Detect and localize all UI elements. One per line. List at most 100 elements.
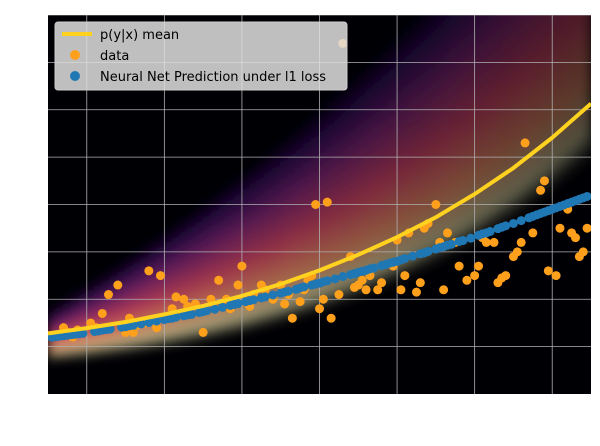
data-point — [489, 237, 499, 247]
data-point — [470, 271, 480, 281]
data-point — [326, 313, 336, 323]
density-slice — [428, 15, 437, 269]
data-point — [361, 285, 371, 295]
density-slice — [218, 182, 228, 338]
data-point — [439, 285, 449, 295]
nn-prediction-point — [400, 254, 410, 264]
nn-prediction-point — [485, 227, 495, 237]
nn-prediction-point — [338, 272, 348, 282]
density-slice — [559, 15, 569, 186]
density-slice — [358, 58, 368, 299]
data-point — [481, 237, 491, 247]
density-slice — [397, 19, 406, 283]
nn-prediction-point — [128, 320, 138, 330]
nn-prediction-point — [322, 276, 332, 286]
data-point — [454, 261, 464, 271]
legend-nn-label: Neural Net Prediction under l1 loss — [100, 70, 326, 85]
density-slice — [536, 15, 546, 203]
density-slice — [521, 15, 530, 215]
density-slice — [187, 207, 197, 344]
data-point — [415, 278, 425, 288]
density-slice — [117, 259, 127, 354]
density-slice — [172, 219, 181, 346]
density-slice — [234, 170, 243, 335]
data-point — [144, 266, 154, 276]
density-slice — [544, 15, 554, 198]
data-point — [113, 280, 123, 290]
legend-data-swatch — [70, 50, 80, 60]
data-point — [381, 0, 390, 5]
data-point — [198, 327, 208, 337]
density-slice — [280, 130, 290, 324]
data-point — [512, 247, 522, 257]
data-point — [334, 290, 344, 300]
nn-prediction-point — [458, 236, 468, 246]
data-point — [570, 233, 580, 243]
density-slice — [335, 80, 344, 307]
density-slice — [583, 15, 591, 166]
data-point — [582, 223, 591, 233]
data-point — [411, 287, 421, 297]
nn-prediction-point — [210, 304, 220, 314]
nn-prediction-point — [218, 302, 228, 312]
density-slice — [567, 15, 577, 179]
data-point — [431, 200, 441, 209]
nn-prediction-point — [144, 317, 154, 327]
density-slice — [133, 248, 143, 352]
density-slice — [249, 157, 259, 331]
density-slice — [265, 143, 274, 328]
data-point — [474, 261, 484, 271]
nn-prediction-points — [48, 191, 591, 342]
data-point — [97, 308, 107, 318]
density-slice — [420, 15, 430, 273]
density-slice — [110, 265, 119, 354]
nn-prediction-point — [202, 306, 212, 316]
data-point — [237, 261, 247, 271]
data-point — [396, 285, 406, 295]
data-point — [214, 275, 224, 285]
density-slice — [296, 116, 305, 319]
data-point — [539, 176, 549, 186]
data-point — [322, 197, 332, 207]
density-slice — [350, 65, 360, 302]
density-slice — [195, 201, 205, 343]
data-point — [400, 271, 410, 281]
legend-nn-swatch — [70, 71, 80, 81]
data-point — [315, 304, 324, 314]
density-slice — [389, 27, 399, 287]
density-slice — [179, 213, 189, 345]
nn-prediction-point — [283, 286, 293, 296]
density-slice — [482, 15, 492, 240]
legend-mean-label: p(y|x) mean — [100, 28, 179, 43]
density-slice — [272, 137, 282, 326]
nn-prediction-point — [408, 251, 418, 261]
density-slice — [288, 123, 298, 321]
density-slice — [125, 253, 135, 353]
density-slice — [474, 15, 484, 244]
density-slice — [459, 15, 468, 253]
data-point — [280, 299, 290, 309]
density-slice — [241, 163, 251, 333]
nn-prediction-point — [78, 328, 88, 338]
nn-prediction-point — [233, 299, 243, 309]
density-slice — [79, 286, 88, 357]
density-slice — [342, 73, 352, 304]
density-slice — [164, 225, 174, 347]
nn-prediction-point — [268, 290, 278, 300]
density-slice — [210, 188, 220, 340]
density-slice — [156, 230, 166, 349]
data-point — [551, 271, 561, 281]
data-point — [311, 200, 321, 209]
density-slice — [257, 150, 267, 330]
nn-prediction-point — [369, 263, 379, 273]
nn-prediction-point — [508, 218, 518, 228]
density-slice — [575, 15, 585, 173]
mean-line — [48, 102, 591, 336]
data-point — [501, 271, 511, 281]
nn-prediction-point — [582, 191, 591, 201]
density-slice — [451, 15, 461, 257]
data-point — [233, 280, 243, 290]
data-point — [155, 271, 165, 281]
density-slice — [497, 15, 507, 230]
